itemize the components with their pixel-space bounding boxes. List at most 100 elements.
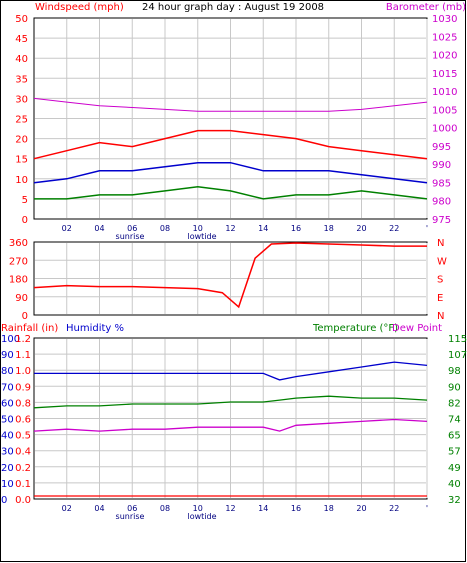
barometer-tick-label: 1010 [432, 87, 457, 98]
barometer-tick-label: 975 [432, 215, 451, 226]
direction-plot-area [33, 241, 428, 316]
windspeed-tick-label: 5 [22, 195, 28, 206]
temperature-tick-label: 32 [448, 495, 461, 506]
x-tick-label: 22 [389, 504, 399, 513]
x-tick-label: 04 [94, 504, 104, 513]
series-line [33, 129, 428, 160]
rainfall-axis-title: Rainfall (in) [1, 323, 58, 334]
windspeed-tick-label: 25 [15, 115, 28, 126]
direction-tick-label: 180 [9, 275, 28, 286]
x-tick-label: 06 [127, 224, 137, 233]
temperature-tick-label: 65 [448, 431, 461, 442]
windspeed-tick-label: 35 [15, 74, 28, 85]
compass-letter: W [437, 256, 447, 267]
x-axis-labels-top: 02 04 06 08 10 12 14 16 18 20 22 ' [62, 224, 428, 233]
x-tick-label: 14 [258, 504, 268, 513]
humidity-tick-label: 80 [1, 366, 14, 377]
rainfall-tick-label: 0.1 [15, 479, 31, 490]
barometer-axis-title: Barometer (mb) [386, 2, 466, 13]
humidity-tick-label: 90 [1, 350, 14, 361]
temperature-tick-label: 98 [448, 366, 461, 377]
x-tick-label: 20 [356, 224, 366, 233]
compass-letter: N [437, 311, 444, 322]
temperature-tick-label: 57 [448, 447, 461, 458]
temperature-tick-label: 107 [448, 350, 467, 361]
x-tick-label: 02 [62, 224, 72, 233]
temperature-tick-label: 74 [448, 415, 461, 426]
series-line [34, 361, 428, 381]
humidity-tick-label: 50 [1, 415, 14, 426]
x-tick-label: 08 [160, 504, 170, 513]
windspeed-tick-label: 0 [22, 215, 28, 226]
rainfall-tick-label: 0.4 [15, 447, 31, 458]
dewpoint-axis-title: Dew Point [392, 323, 442, 334]
barometer-tick-label: 1005 [432, 105, 457, 116]
rainfall-tick-label: 1.2 [15, 334, 31, 345]
windspeed-axis-title: Windspeed (mph) [35, 2, 124, 13]
barometer-tick-label: 1025 [432, 32, 457, 43]
humidity-tick-label: 0 [1, 495, 7, 506]
temperature-tick-label: 40 [448, 479, 461, 490]
humidity-tick-label: 20 [1, 463, 14, 474]
x-tick-label: 08 [160, 224, 170, 233]
x-tick-label: 06 [127, 504, 137, 513]
humidity-tick-label: 30 [1, 447, 14, 458]
sunrise-marker-top: sunrise [116, 232, 145, 241]
compass-letter: E [437, 293, 443, 304]
rainfall-tick-label: 1.1 [15, 350, 31, 361]
series-line [33, 418, 428, 432]
graph-title: 24 hour graph day : August 19 2008 [142, 2, 324, 13]
x-tick-label: 16 [291, 224, 301, 233]
humidity-tick-label: 10 [1, 479, 14, 490]
lowtide-marker-bottom: lowtide [187, 512, 216, 521]
barometer-tick-label: 1030 [432, 14, 457, 25]
windspeed-tick-label: 50 [15, 14, 28, 25]
windspeed-tick-label: 30 [15, 94, 28, 105]
temperature-tick-label: 90 [448, 382, 461, 393]
rainfall-tick-label: 0.0 [15, 495, 31, 506]
windspeed-tick-label: 45 [15, 34, 28, 45]
windspeed-tick-label: 10 [15, 175, 28, 186]
series-line [33, 97, 428, 112]
windspeed-tick-label: 15 [15, 155, 28, 166]
humidity-tick-label: 100 [1, 334, 20, 345]
wind-plot-area [33, 17, 428, 220]
direction-tick-label: 0 [22, 311, 28, 322]
rainfall-tick-label: 0.9 [15, 382, 31, 393]
temperature-tick-label: 115 [448, 334, 467, 345]
series-line [33, 242, 427, 309]
rainfall-tick-label: 0.6 [15, 415, 31, 426]
humidity-tick-label: 60 [1, 398, 14, 409]
compass-letter: S [437, 275, 443, 286]
compass-letter: N [437, 238, 444, 249]
barometer-tick-label: 1020 [432, 51, 457, 62]
humidity-tick-label: 70 [1, 382, 14, 393]
series-line [34, 186, 428, 200]
windspeed-tick-label: 20 [15, 135, 28, 146]
temperature-tick-label: 82 [448, 398, 461, 409]
x-axis-labels-bottom: 02 04 06 08 10 12 14 16 18 20 22 ' [62, 504, 428, 513]
humidity-temperature-plot-area [33, 337, 428, 500]
x-tick-label: 16 [291, 504, 301, 513]
rainfall-tick-label: 0.8 [15, 398, 31, 409]
humidity-axis-title: Humidity % [66, 323, 124, 334]
x-tick-label: 18 [324, 224, 334, 233]
barometer-tick-label: 1000 [432, 124, 457, 135]
windspeed-tick-label: 40 [15, 54, 28, 65]
series-line [33, 161, 428, 184]
direction-tick-label: 360 [9, 238, 28, 249]
rainfall-tick-label: 1.0 [15, 366, 31, 377]
direction-tick-label: 90 [15, 293, 28, 304]
x-tick-label: 18 [324, 504, 334, 513]
barometer-tick-label: 1015 [432, 69, 457, 80]
sunrise-marker-bottom: sunrise [116, 512, 145, 521]
temperature-tick-label: 49 [448, 463, 461, 474]
direction-tick-label: 270 [9, 256, 28, 267]
x-tick-label: 20 [356, 504, 366, 513]
barometer-tick-label: 990 [432, 160, 451, 171]
x-tick-label: ' [426, 504, 428, 513]
barometer-tick-label: 995 [432, 142, 451, 153]
